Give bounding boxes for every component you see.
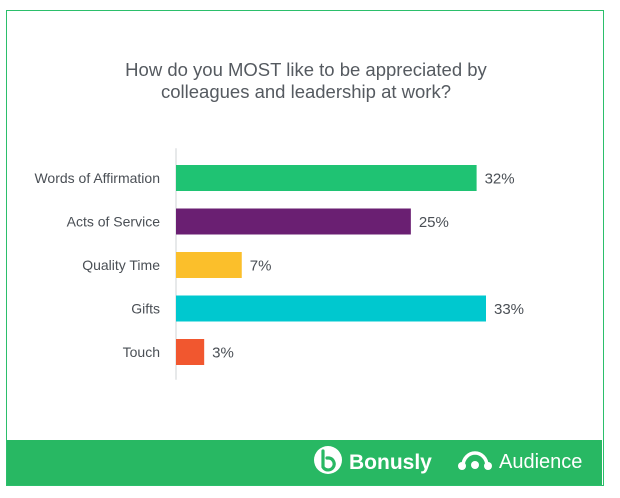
chart-frame: How do you MOST like to be appreciated b… — [6, 10, 604, 486]
value-label: 32% — [485, 171, 515, 188]
bonusly-b-icon — [313, 445, 343, 481]
bonusly-label: Bonusly — [349, 450, 432, 474]
bar — [176, 208, 411, 235]
footer-bar: Bonusly Audience — [7, 440, 602, 485]
category-label: Words of Affirmation — [34, 170, 160, 186]
bar — [176, 165, 477, 191]
audience-label: Audience — [499, 451, 583, 473]
bar-chart: Words of Affirmation 32% Acts of Service 25… — [34, 148, 524, 380]
value-label: 3% — [212, 345, 234, 362]
bar — [176, 339, 205, 365]
chart-title-line2: colleagues and leadership at work? — [160, 81, 452, 102]
value-label: 7% — [250, 258, 272, 275]
category-label: Touch — [123, 344, 160, 360]
audience-logo: Audience — [457, 440, 582, 485]
chart-title-line1: How do you MOST like to be appreciated b… — [125, 59, 487, 80]
bonusly-logo: Bonusly — [313, 440, 432, 485]
category-label: Quality Time — [82, 257, 160, 273]
surveymonkey-icon — [457, 448, 493, 478]
value-label: 33% — [494, 301, 524, 318]
category-label: Gifts — [131, 301, 160, 317]
bar — [176, 252, 242, 278]
value-label: 25% — [419, 214, 449, 231]
chart-title: How do you MOST like to be appreciated b… — [7, 59, 605, 103]
category-label: Acts of Service — [67, 214, 161, 230]
bar — [176, 295, 486, 322]
